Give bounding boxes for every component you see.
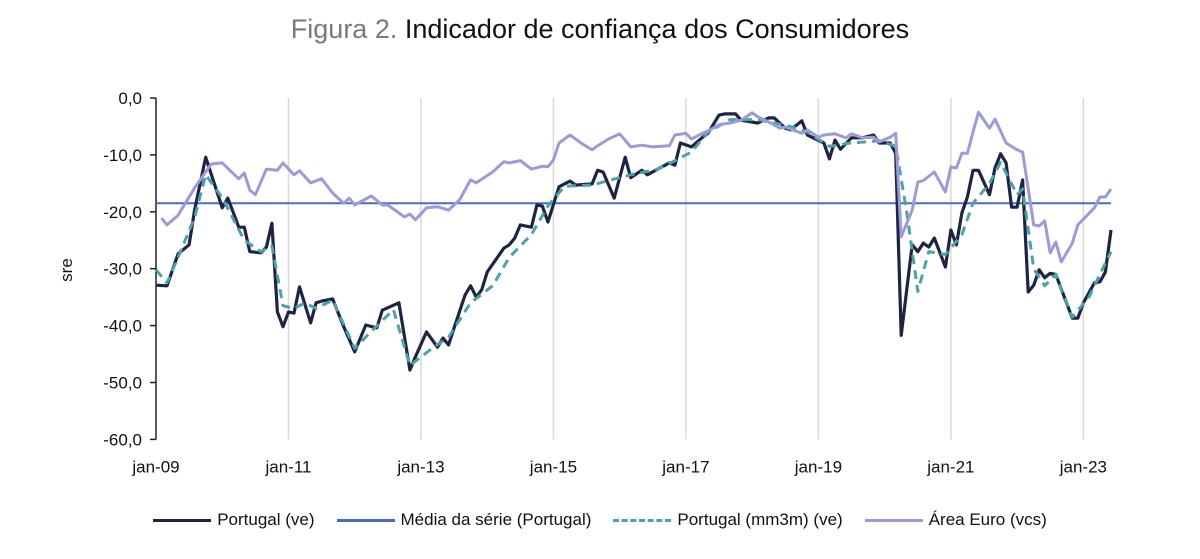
x-tick-label: jan-19 bbox=[794, 457, 842, 476]
y-axis-label: sre bbox=[57, 258, 76, 282]
legend-item: Média da série (Portugal) bbox=[336, 510, 592, 530]
series-line-2 bbox=[154, 118, 1113, 367]
legend-label: Portugal (mm3m) (ve) bbox=[677, 510, 843, 529]
y-tick-label: -50,0 bbox=[103, 374, 142, 393]
series-lines bbox=[154, 110, 1113, 372]
x-tick-label: jan-15 bbox=[529, 457, 577, 476]
title-text: Indicador de confiança dos Consumidores bbox=[404, 14, 910, 44]
legend-item: Portugal (mm3m) (ve) bbox=[613, 510, 843, 530]
y-tick-label: -10,0 bbox=[103, 146, 142, 165]
y-tick-label: -40,0 bbox=[103, 317, 142, 336]
legend-label: Portugal (ve) bbox=[217, 510, 315, 529]
gridlines bbox=[287, 98, 1085, 440]
legend-swatch bbox=[613, 518, 672, 522]
legend-label: Média da série (Portugal) bbox=[400, 510, 592, 529]
chart-title: Figura 2. Indicador de confiança dos Con… bbox=[0, 14, 1200, 45]
x-tick-label: jan-21 bbox=[926, 457, 974, 476]
x-tick-label: jan-11 bbox=[264, 457, 311, 476]
x-tick-label: jan-13 bbox=[396, 457, 444, 476]
y-tick-label: 0,0 bbox=[118, 89, 142, 108]
legend: Portugal (ve) Média da série (Portugal) Po… bbox=[0, 510, 1200, 530]
legend-swatch bbox=[153, 518, 212, 522]
legend-item: Área Euro (vcs) bbox=[864, 510, 1047, 530]
x-tick-label: jan-17 bbox=[661, 457, 709, 476]
y-tick-label: -20,0 bbox=[103, 203, 142, 222]
y-tick-label: -30,0 bbox=[103, 260, 142, 279]
x-tick-label: jan-23 bbox=[1059, 457, 1107, 476]
legend-swatch bbox=[336, 518, 395, 522]
title-prefix: Figura 2. bbox=[290, 14, 398, 44]
y-tick-label: -60,0 bbox=[103, 430, 142, 449]
x-tick-label: jan-09 bbox=[131, 457, 179, 476]
series-line-3 bbox=[160, 110, 1113, 264]
axes: 0,0 -10,0 -20,0 -30,0 -40,0 -50,0 -60,0 jan-09 j… bbox=[103, 89, 1107, 476]
legend-swatch bbox=[864, 518, 923, 522]
legend-label: Área Euro (vcs) bbox=[928, 510, 1047, 529]
legend-item: Portugal (ve) bbox=[153, 510, 315, 530]
